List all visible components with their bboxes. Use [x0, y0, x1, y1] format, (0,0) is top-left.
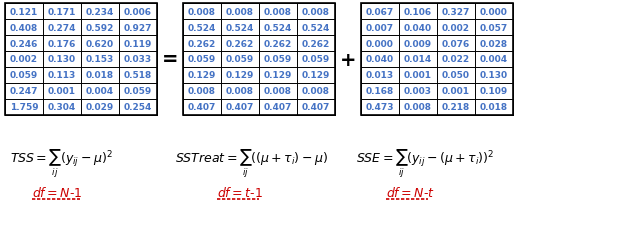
Text: 0.003: 0.003	[404, 87, 432, 96]
Text: 0.008: 0.008	[188, 7, 216, 16]
Bar	[183, 4, 335, 116]
Text: 0.168: 0.168	[366, 87, 394, 96]
Text: 0.059: 0.059	[10, 71, 38, 80]
Text: 0.001: 0.001	[48, 87, 76, 96]
Text: 0.592: 0.592	[86, 23, 114, 32]
Text: 0.262: 0.262	[264, 39, 292, 48]
Text: 0.040: 0.040	[404, 23, 432, 32]
Text: 0.050: 0.050	[442, 71, 470, 80]
Text: +: +	[340, 50, 356, 69]
Text: 0.119: 0.119	[124, 39, 152, 48]
Text: 0.033: 0.033	[124, 55, 152, 64]
Text: $\mathit{df=N\text{-}1}$: $\mathit{df=N\text{-}1}$	[32, 185, 83, 199]
Text: 0.106: 0.106	[404, 7, 432, 16]
Text: 0.130: 0.130	[48, 55, 76, 64]
Text: 0.009: 0.009	[404, 39, 432, 48]
Text: 0.059: 0.059	[302, 55, 330, 64]
Text: $TSS = \sum_{ij}(y_{ij}-\mu)^{2}$: $TSS = \sum_{ij}(y_{ij}-\mu)^{2}$	[10, 147, 113, 180]
Text: 0.524: 0.524	[226, 23, 254, 32]
Text: 0.408: 0.408	[10, 23, 38, 32]
Text: 0.518: 0.518	[124, 71, 152, 80]
Text: $\mathit{df = N\text{-}t}$: $\mathit{df = N\text{-}t}$	[386, 185, 435, 199]
Text: 0.129: 0.129	[188, 71, 216, 80]
Text: $\mathit{df=t\text{-}1}$: $\mathit{df=t\text{-}1}$	[217, 185, 263, 199]
Text: 0.028: 0.028	[480, 39, 508, 48]
Text: 0.129: 0.129	[264, 71, 292, 80]
Text: 0.014: 0.014	[404, 55, 432, 64]
Text: 0.059: 0.059	[124, 87, 152, 96]
Text: 0.327: 0.327	[442, 7, 470, 16]
Bar	[361, 4, 513, 116]
Text: 0.013: 0.013	[366, 71, 394, 80]
Text: 0.076: 0.076	[442, 39, 470, 48]
Text: 0.001: 0.001	[442, 87, 470, 96]
Text: 0.113: 0.113	[48, 71, 76, 80]
Text: 0.018: 0.018	[480, 103, 508, 112]
Text: 0.007: 0.007	[366, 23, 394, 32]
Text: 0.407: 0.407	[302, 103, 330, 112]
Text: 0.234: 0.234	[86, 7, 114, 16]
Text: 0.008: 0.008	[264, 7, 292, 16]
Text: 0.059: 0.059	[188, 55, 216, 64]
Text: 0.004: 0.004	[480, 55, 508, 64]
Text: 0.218: 0.218	[442, 103, 470, 112]
Text: 0.304: 0.304	[48, 103, 76, 112]
Text: 0.473: 0.473	[365, 103, 394, 112]
Bar	[5, 4, 157, 116]
Text: 0.247: 0.247	[10, 87, 38, 96]
Text: 0.040: 0.040	[366, 55, 394, 64]
Text: 0.059: 0.059	[226, 55, 254, 64]
Text: 0.407: 0.407	[226, 103, 254, 112]
Text: 0.176: 0.176	[48, 39, 76, 48]
Text: 0.927: 0.927	[124, 23, 152, 32]
Text: 0.109: 0.109	[480, 87, 508, 96]
Text: 0.262: 0.262	[302, 39, 330, 48]
Text: 0.008: 0.008	[264, 87, 292, 96]
Text: 0.171: 0.171	[48, 7, 76, 16]
Text: 0.262: 0.262	[226, 39, 254, 48]
Text: 0.008: 0.008	[226, 87, 254, 96]
Text: 0.130: 0.130	[480, 71, 508, 80]
Text: 0.008: 0.008	[226, 7, 254, 16]
Text: 0.008: 0.008	[302, 7, 330, 16]
Text: 0.006: 0.006	[124, 7, 152, 16]
Text: 1.759: 1.759	[10, 103, 38, 112]
Text: 0.254: 0.254	[124, 103, 152, 112]
Text: $SSE = \sum_{ij}(y_{ij}-(\mu+\tau_i))^{2}$: $SSE = \sum_{ij}(y_{ij}-(\mu+\tau_i))^{2…	[356, 147, 494, 180]
Text: 0.001: 0.001	[404, 71, 432, 80]
Text: 0.000: 0.000	[366, 39, 394, 48]
Text: 0.008: 0.008	[302, 87, 330, 96]
Text: 0.029: 0.029	[86, 103, 114, 112]
Text: 0.620: 0.620	[86, 39, 114, 48]
Text: 0.262: 0.262	[188, 39, 216, 48]
Text: 0.407: 0.407	[264, 103, 292, 112]
Text: 0.129: 0.129	[226, 71, 254, 80]
Text: 0.274: 0.274	[48, 23, 76, 32]
Text: 0.057: 0.057	[480, 23, 508, 32]
Text: 0.524: 0.524	[264, 23, 292, 32]
Text: 0.524: 0.524	[302, 23, 330, 32]
Text: 0.004: 0.004	[86, 87, 114, 96]
Text: 0.129: 0.129	[302, 71, 330, 80]
Text: 0.067: 0.067	[366, 7, 394, 16]
Text: 0.121: 0.121	[10, 7, 38, 16]
Text: 0.022: 0.022	[442, 55, 470, 64]
Text: 0.246: 0.246	[10, 39, 38, 48]
Text: 0.008: 0.008	[404, 103, 432, 112]
Text: 0.000: 0.000	[480, 7, 508, 16]
Text: 0.524: 0.524	[188, 23, 216, 32]
Text: 0.407: 0.407	[188, 103, 216, 112]
Text: 0.002: 0.002	[10, 55, 38, 64]
Text: =: =	[162, 50, 179, 69]
Text: 0.008: 0.008	[188, 87, 216, 96]
Text: 0.002: 0.002	[442, 23, 470, 32]
Text: 0.153: 0.153	[86, 55, 114, 64]
Text: 0.059: 0.059	[264, 55, 292, 64]
Text: 0.018: 0.018	[86, 71, 114, 80]
Text: $SSTreat = \sum_{ij}((\mu+\tau_i)-\mu)$: $SSTreat = \sum_{ij}((\mu+\tau_i)-\mu)$	[175, 147, 328, 180]
